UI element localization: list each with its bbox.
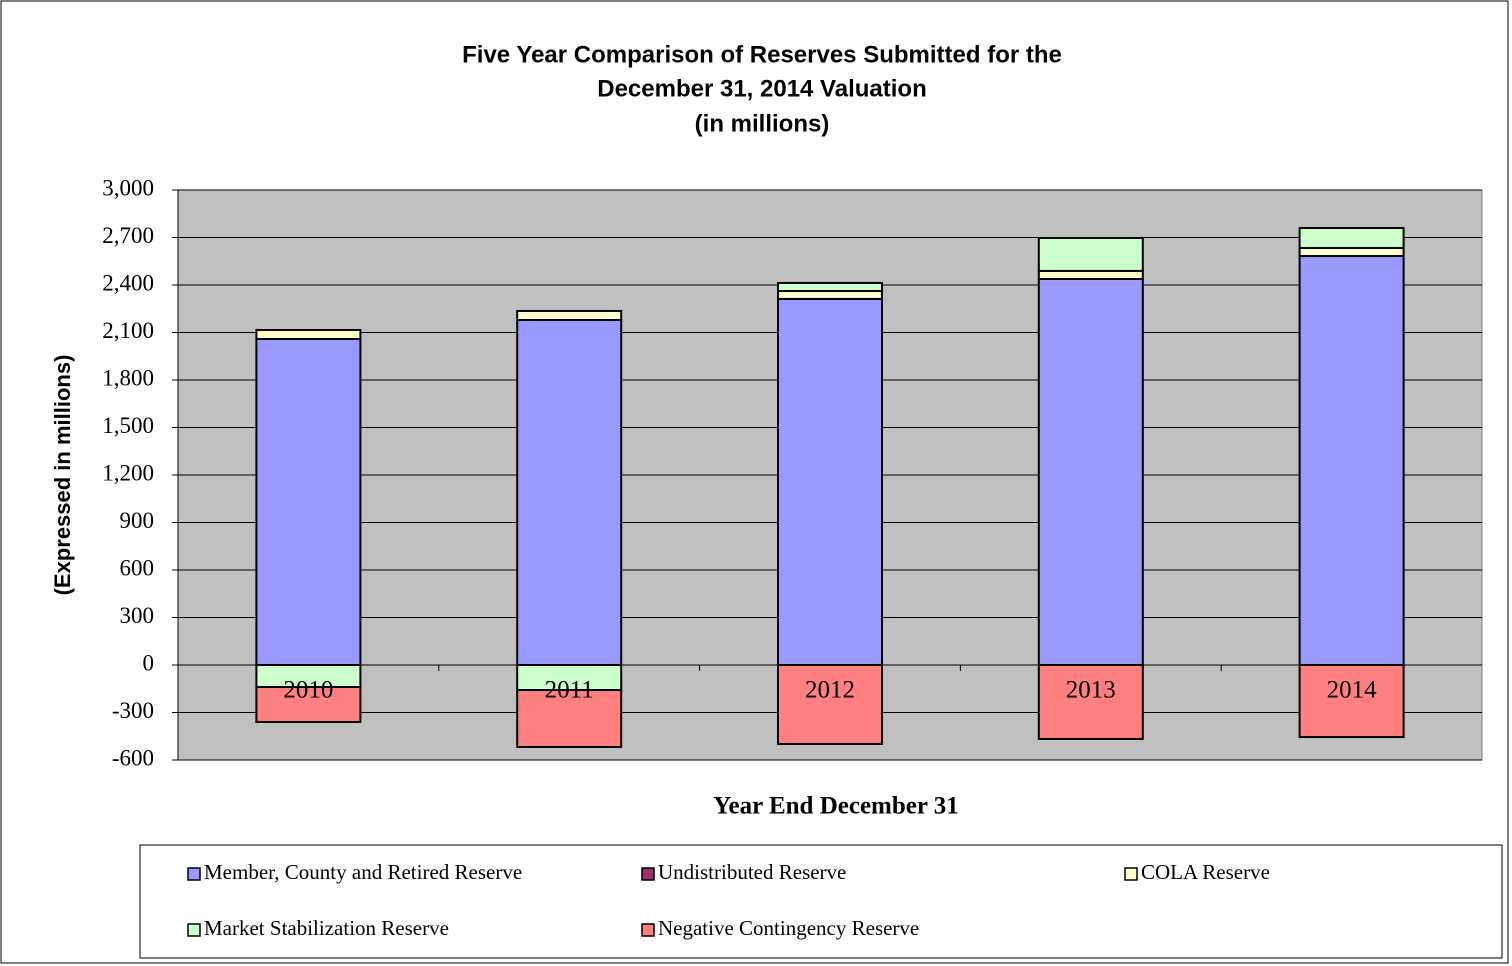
legend-label: Undistributed Reserve (658, 860, 846, 884)
y-tick-label: 1,200 (102, 460, 154, 485)
y-tick-label: 3,000 (102, 175, 154, 200)
y-tick-label: 600 (120, 555, 155, 580)
bar-segment (1298, 227, 1405, 249)
bar-segment (1298, 246, 1405, 258)
x-tick-label: 2013 (1066, 677, 1116, 704)
y-tick-label: 2,700 (102, 223, 154, 248)
y-tick-label: 1,800 (102, 365, 154, 390)
legend-swatch (641, 867, 655, 881)
legend-box (139, 844, 1503, 959)
legend-label: Negative Contingency Reserve (658, 916, 919, 940)
x-axis-title: Year End December 31 (713, 793, 959, 820)
legend-label: COLA Reserve (1141, 860, 1270, 884)
bar-segment (777, 664, 883, 746)
chart-title: (in millions) (695, 110, 830, 137)
bar-segment (1037, 277, 1144, 666)
y-axis-title: (Expressed in millions) (50, 355, 75, 596)
x-tick-label: 2014 (1327, 677, 1378, 704)
bar-segment (255, 337, 362, 666)
y-tick-label: 900 (120, 508, 155, 533)
bar-segment (255, 686, 362, 724)
bar-segment (777, 281, 883, 293)
bar-segment (1298, 255, 1405, 666)
bar-segment (1037, 269, 1144, 280)
y-tick-label: 1,500 (102, 413, 154, 438)
bar-segment (516, 689, 623, 749)
bar-segment (516, 309, 623, 321)
chart-title: Five Year Comparison of Reserves Submitt… (462, 41, 1062, 68)
chart-title: December 31, 2014 Valuation (597, 75, 927, 102)
legend-swatch (641, 923, 655, 937)
bar-segment (516, 318, 623, 666)
y-tick-label: -600 (112, 745, 154, 770)
bar-segment (777, 297, 883, 666)
legend-swatch (1124, 867, 1138, 881)
legend-label: Market Stabilization Reserve (204, 916, 449, 940)
legend-label: Member, County and Retired Reserve (204, 860, 522, 884)
bar-segment (1037, 236, 1144, 272)
legend-swatch (187, 867, 201, 881)
y-tick-label: 300 (120, 603, 155, 628)
y-tick-label: -300 (112, 698, 154, 723)
y-tick-label: 2,100 (102, 318, 154, 343)
y-tick-label: 2,400 (102, 270, 154, 295)
x-tick-label: 2011 (545, 677, 594, 704)
x-tick-label: 2012 (805, 677, 855, 704)
x-tick-label: 2010 (283, 677, 333, 704)
legend-swatch (187, 923, 201, 937)
bar-segment (777, 290, 883, 300)
y-tick-label: 0 (143, 650, 155, 675)
bar-segment (255, 328, 362, 340)
